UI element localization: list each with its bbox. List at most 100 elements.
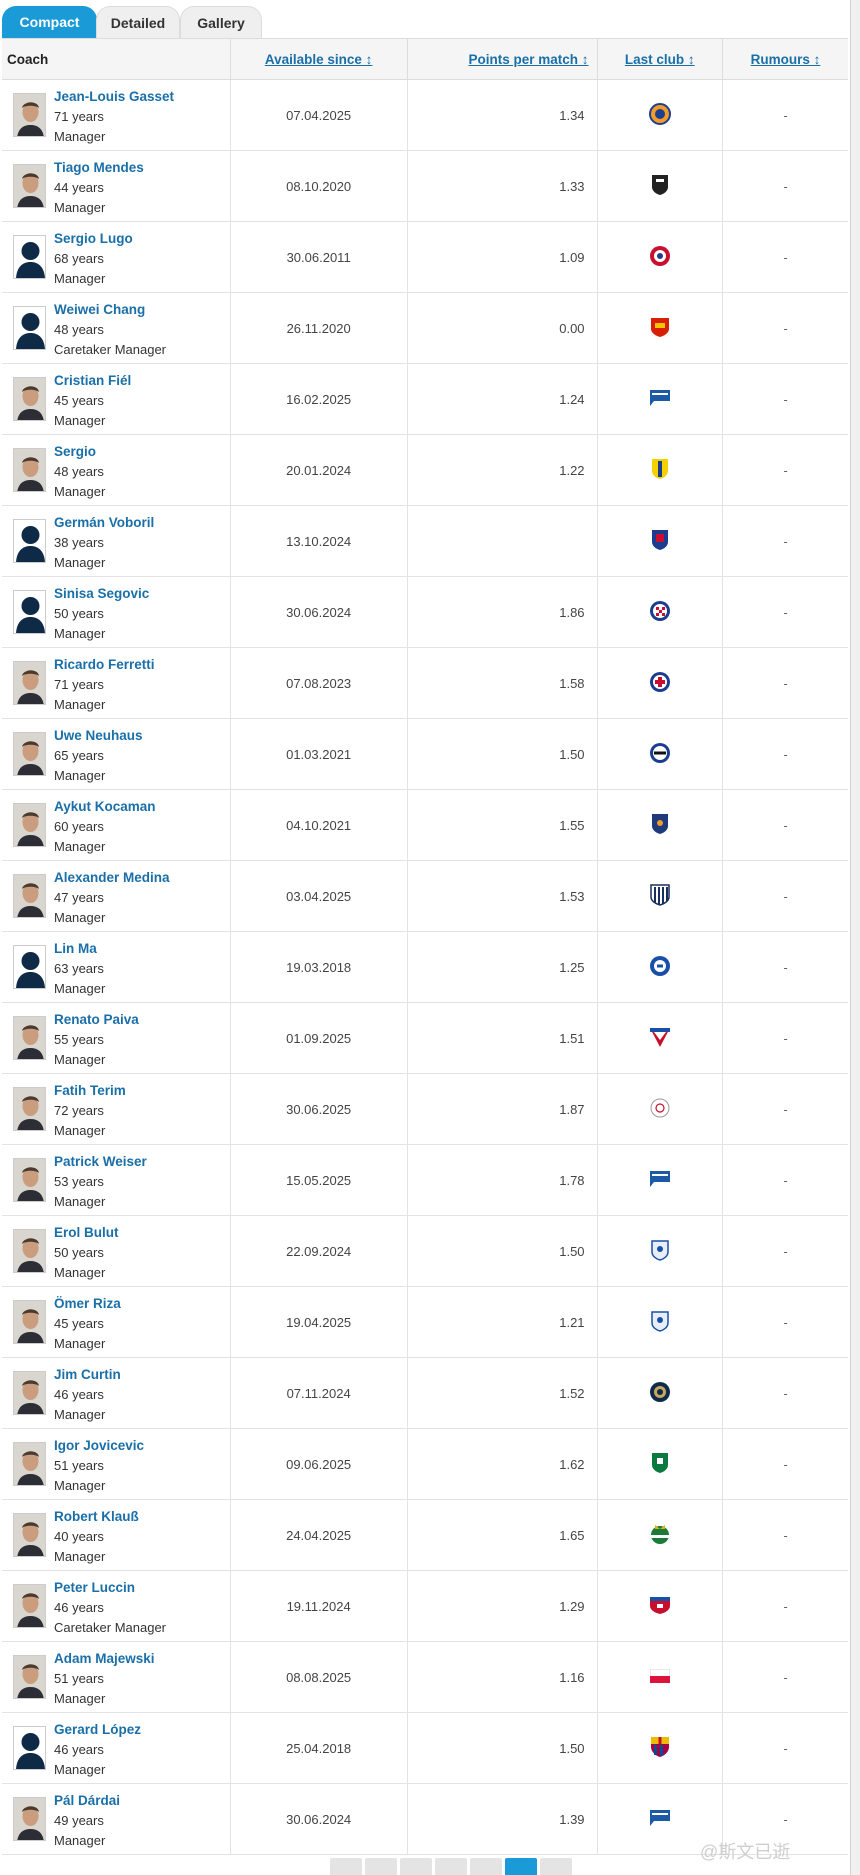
coach-name-link[interactable]: Lin Ma — [54, 941, 97, 956]
coach-name-link[interactable]: Sinisa Segovic — [54, 586, 150, 601]
coach-name-link[interactable]: Pál Dárdai — [54, 1793, 121, 1808]
poland-flag-icon[interactable] — [649, 1668, 671, 1686]
hertha-flag-crest-icon[interactable] — [648, 388, 672, 411]
coach-avatar[interactable] — [13, 448, 46, 492]
fortaleza-crest-icon[interactable] — [649, 1026, 671, 1051]
coach-name-link[interactable]: Adam Majewski — [54, 1651, 155, 1666]
coach-avatar[interactable] — [13, 1584, 46, 1628]
ludogorets-crest-icon[interactable] — [651, 1452, 669, 1477]
hertha-flag-crest-icon[interactable] — [648, 1169, 672, 1192]
coach-avatar[interactable] — [13, 732, 46, 776]
last-club-cell — [596, 1783, 723, 1855]
talleres-crest-icon[interactable] — [650, 883, 670, 909]
cardiff-crest-icon[interactable] — [650, 1310, 670, 1335]
coach-avatar[interactable] — [13, 874, 46, 918]
coach-avatar[interactable] — [13, 945, 46, 989]
coach-name-link[interactable]: Fatih Terim — [54, 1083, 126, 1098]
al-shabab-crest-icon[interactable] — [650, 1098, 670, 1121]
coach-name-link[interactable]: Germán Voboril — [54, 515, 155, 530]
coach-avatar[interactable] — [13, 590, 46, 634]
coach-avatar[interactable] — [13, 377, 46, 421]
coach-name-link[interactable]: Erol Bulut — [54, 1225, 119, 1240]
san-lorenzo-crest-icon[interactable] — [651, 529, 669, 554]
coach-name-link[interactable]: Weiwei Chang — [54, 302, 146, 317]
coach-name-link[interactable]: Patrick Weiser — [54, 1154, 147, 1169]
sort-available-since-link[interactable]: Available since ↕ — [264, 51, 373, 67]
coach-name-link[interactable]: Igor Jovicevic — [54, 1438, 145, 1453]
coach-avatar[interactable] — [13, 306, 46, 350]
coach-avatar[interactable] — [13, 1016, 46, 1060]
coach-name-link[interactable]: Robert Klauß — [54, 1509, 139, 1524]
coach-age: 46 years — [54, 1742, 104, 1757]
coach-avatar[interactable] — [13, 1655, 46, 1699]
coach-name-link[interactable]: Peter Luccin — [54, 1580, 136, 1595]
coach-name-link[interactable]: Uwe Neuhaus — [54, 728, 143, 743]
bielefeld-crest-icon[interactable] — [649, 742, 671, 767]
coach-name-link[interactable]: Tiago Mendes — [54, 160, 144, 175]
coach-age: 48 years — [54, 464, 104, 479]
coach-avatar[interactable] — [13, 93, 46, 137]
hajduk-crest-icon[interactable] — [649, 600, 671, 625]
blue-round-crest-icon[interactable] — [649, 955, 671, 980]
sort-rumours-link[interactable]: Rumours ↕ — [750, 51, 821, 67]
cruz-azul-crest-icon[interactable] — [649, 671, 671, 696]
points-per-match-cell — [406, 505, 598, 577]
montpellier-crest-icon[interactable] — [648, 102, 671, 128]
cardiff-crest-icon[interactable] — [650, 1239, 670, 1264]
coach-avatar[interactable] — [13, 1087, 46, 1131]
coach-avatar[interactable] — [13, 803, 46, 847]
coach-avatar[interactable] — [13, 661, 46, 705]
fc-dallas-crest-icon[interactable] — [649, 1595, 671, 1618]
coach-avatar[interactable] — [13, 1371, 46, 1415]
coach-avatar[interactable] — [13, 235, 46, 279]
vitoria-guimaraes-crest-icon[interactable] — [651, 174, 669, 199]
coach-name-link[interactable]: Sergio Lugo — [54, 231, 133, 246]
coach-name-link[interactable]: Aykut Kocaman — [54, 799, 156, 814]
sort-points-per-match-link[interactable]: Points per match ↕ — [468, 51, 589, 67]
coach-avatar[interactable] — [13, 1158, 46, 1202]
last-club-cell — [596, 1286, 723, 1358]
coach-name-link[interactable]: Sergio — [54, 444, 97, 459]
coach-name-link[interactable]: Renato Paiva — [54, 1012, 139, 1027]
col-header-available-since: Available since ↕ — [229, 38, 408, 80]
guangzhou-crest-icon[interactable] — [650, 316, 670, 341]
coach-name-link[interactable]: Ömer Riza — [54, 1296, 121, 1311]
philadelphia-union-crest-icon[interactable] — [649, 1381, 671, 1406]
basaksehir-crest-icon[interactable] — [651, 813, 669, 838]
coach-age: 68 years — [54, 251, 104, 266]
coach-avatar[interactable] — [13, 1513, 46, 1557]
coach-name-link[interactable]: Alexander Medina — [54, 870, 170, 885]
red-circle-crest-icon[interactable] — [649, 245, 671, 270]
coach-avatar[interactable] — [13, 1797, 46, 1841]
coach-cell: Adam Majewski 51 years Manager — [2, 1641, 231, 1713]
tab-compact[interactable]: Compact — [2, 6, 97, 38]
coach-age: 53 years — [54, 1174, 104, 1189]
rapid-wien-crest-icon[interactable] — [649, 1523, 671, 1548]
coach-avatar[interactable] — [13, 1726, 46, 1770]
last-club-cell — [596, 718, 723, 790]
coach-age: 44 years — [54, 180, 104, 195]
rumours-cell: - — [722, 1215, 848, 1287]
coach-name-link[interactable]: Jean-Louis Gasset — [54, 89, 175, 104]
hertha-flag-crest-icon[interactable] — [648, 1808, 672, 1831]
last-club-cell — [596, 1499, 723, 1571]
view-tabs: Compact Detailed Gallery — [0, 0, 850, 38]
coach-avatar[interactable] — [13, 1300, 46, 1344]
coach-avatar[interactable] — [13, 1442, 46, 1486]
coach-cell: Jean-Louis Gasset 71 years Manager — [2, 79, 231, 151]
tab-gallery[interactable]: Gallery — [180, 6, 262, 38]
table-row: Jean-Louis Gasset 71 years Manager 07.04… — [2, 79, 848, 151]
coach-avatar[interactable] — [13, 164, 46, 208]
coach-name-link[interactable]: Ricardo Ferretti — [54, 657, 155, 672]
coach-name-link[interactable]: Gerard López — [54, 1722, 142, 1737]
coach-avatar[interactable] — [13, 519, 46, 563]
sort-last-club-link[interactable]: Last club ↕ — [624, 51, 695, 67]
barcelona-crest-icon[interactable] — [650, 1736, 670, 1761]
coach-name-link[interactable]: Jim Curtin — [54, 1367, 121, 1382]
tab-detailed[interactable]: Detailed — [96, 6, 180, 38]
coach-name-link[interactable]: Cristian Fiél — [54, 373, 132, 388]
points-per-match-cell: 1.34 — [406, 79, 598, 151]
cadiz-crest-icon[interactable] — [651, 458, 669, 483]
coach-cell: Renato Paiva 55 years Manager — [2, 1002, 231, 1074]
coach-avatar[interactable] — [13, 1229, 46, 1273]
